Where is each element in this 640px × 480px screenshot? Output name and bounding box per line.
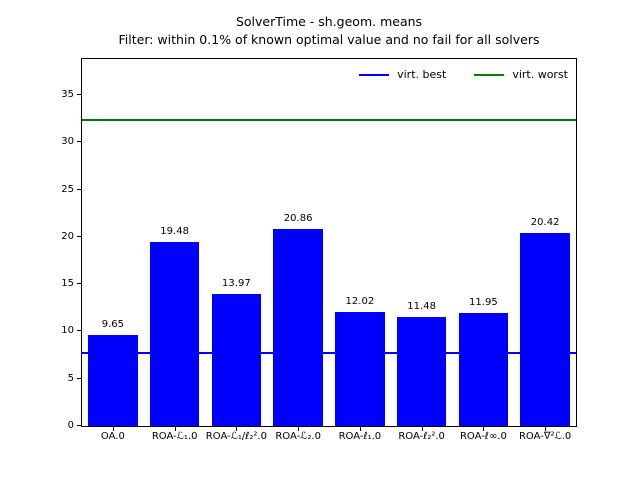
hline-virt-best	[82, 352, 576, 355]
y-tick-label: 0	[67, 420, 74, 431]
x-tick-mark	[483, 427, 485, 431]
x-tick-label: ROA-ℓ₂².0	[398, 431, 445, 442]
x-tick-label: ROA-ℓ₁.0	[338, 431, 382, 442]
y-tick-label: 10	[61, 325, 74, 337]
bar-value-label: 9.65	[101, 318, 125, 330]
x-tick-mark	[545, 427, 547, 431]
bar-value-label: 11.48	[407, 301, 436, 313]
bar-value-label: 12.02	[345, 296, 375, 308]
chart-title-line2: Filter: within 0.1% of known optimal val…	[118, 32, 540, 47]
bar-value-label: 11.95	[469, 296, 498, 308]
y-tick-label: 30	[61, 136, 74, 148]
bar-value-label: 20.42	[530, 216, 560, 228]
x-tick-mark	[174, 427, 176, 431]
x-tick-mark	[236, 427, 238, 431]
bar-5	[335, 312, 385, 426]
legend-line-sample	[359, 74, 390, 76]
chart-title: SolverTime - sh.geom. means Filter: with…	[81, 13, 577, 49]
x-tick-label: ROA-ℒ₁.0	[151, 431, 198, 442]
bar-value-label: 13.97	[222, 277, 251, 289]
legend-label: virt. worst	[512, 68, 568, 81]
plot-area: virt. best virt. worst 9.65 19.48 13.97 20.8…	[81, 58, 577, 427]
x-tick-label: ROA-ℒ₁/ℓ₂².0	[205, 431, 267, 442]
bar-8	[520, 232, 570, 426]
bar-1	[88, 334, 138, 426]
bar-4	[273, 228, 323, 426]
y-tick-label: 15	[61, 278, 74, 290]
y-tick-mark	[77, 93, 81, 95]
y-tick-mark	[77, 377, 81, 379]
y-tick-mark	[77, 235, 81, 237]
legend-item: virt. best	[359, 68, 446, 82]
x-tick-mark	[359, 427, 361, 431]
x-tick-label: ROA-ℒ₂.0	[275, 431, 321, 442]
bar-value-label: 19.48	[160, 225, 189, 237]
y-tick-label: 35	[61, 88, 74, 100]
bar-3	[211, 293, 262, 426]
x-tick-mark	[298, 427, 300, 431]
y-tick-mark	[77, 283, 81, 285]
y-tick-label: 5	[67, 372, 74, 384]
x-tick-label: ROA-∇²ℒ.0	[518, 431, 572, 442]
bar-2	[149, 241, 200, 426]
bar-7	[458, 312, 509, 426]
chart-title-line1: SolverTime - sh.geom. means	[235, 14, 423, 29]
y-tick-mark	[77, 330, 81, 332]
hline-virt-worst	[82, 118, 576, 121]
bar-value-label: 20.86	[283, 212, 313, 224]
y-tick-label: 20	[61, 230, 74, 242]
x-tick-mark	[112, 427, 114, 431]
y-tick-label: 25	[61, 183, 74, 195]
x-tick-label: ROA-ℓ∞.0	[459, 431, 507, 442]
x-tick-mark	[421, 427, 423, 431]
legend-line-sample	[474, 74, 505, 76]
x-tick-label: OA.0	[100, 431, 125, 442]
bar-6	[396, 317, 447, 426]
legend: virt. best virt. worst	[359, 68, 568, 82]
y-tick-mark	[77, 141, 81, 143]
y-tick-mark	[77, 425, 81, 426]
legend-label: virt. best	[397, 68, 447, 81]
legend-item: virt. worst	[474, 68, 568, 82]
y-tick-mark	[77, 188, 81, 190]
